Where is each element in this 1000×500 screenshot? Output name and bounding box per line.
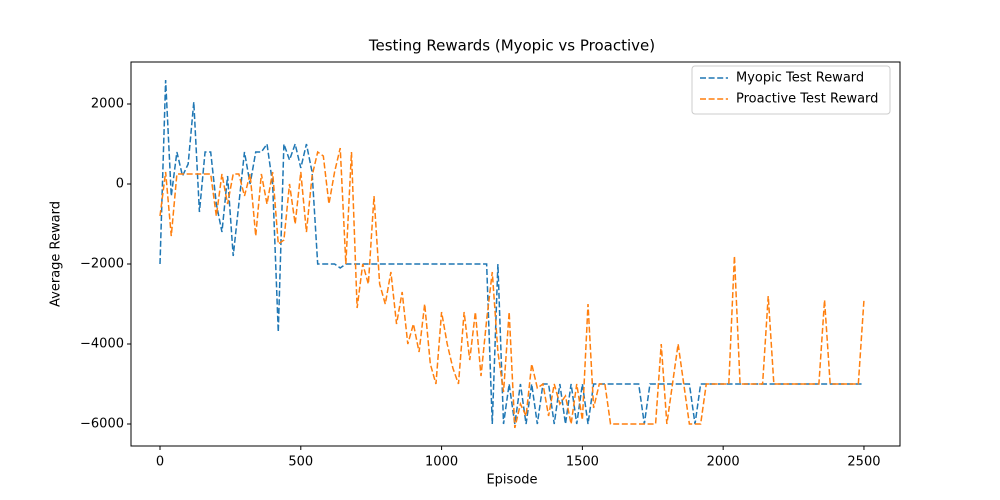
x-tick-label: 1500 <box>566 455 599 470</box>
x-tick-label: 1000 <box>425 455 458 470</box>
y-tick-label: 2000 <box>91 97 124 112</box>
x-tick-label: 500 <box>288 455 313 470</box>
y-tick-label: 0 <box>116 177 124 192</box>
legend-label: Myopic Test Reward <box>736 71 864 86</box>
legend-label: Proactive Test Reward <box>736 92 878 107</box>
plot-frame <box>130 61 901 447</box>
x-axis-label: Episode <box>486 473 537 488</box>
x-tick-label: 0 <box>156 455 164 470</box>
series-line <box>159 79 864 425</box>
x-tick-label: 2500 <box>847 455 880 470</box>
series-line <box>159 147 865 429</box>
legend-box <box>691 65 891 115</box>
y-tick-label: −4000 <box>80 337 124 352</box>
x-tick-label: 2000 <box>707 455 740 470</box>
y-axis-label: Average Reward <box>49 201 64 307</box>
y-tick-label: −2000 <box>80 257 124 272</box>
chart-title: Testing Rewards (Myopic vs Proactive) <box>368 37 655 55</box>
y-tick-label: −6000 <box>80 417 124 432</box>
